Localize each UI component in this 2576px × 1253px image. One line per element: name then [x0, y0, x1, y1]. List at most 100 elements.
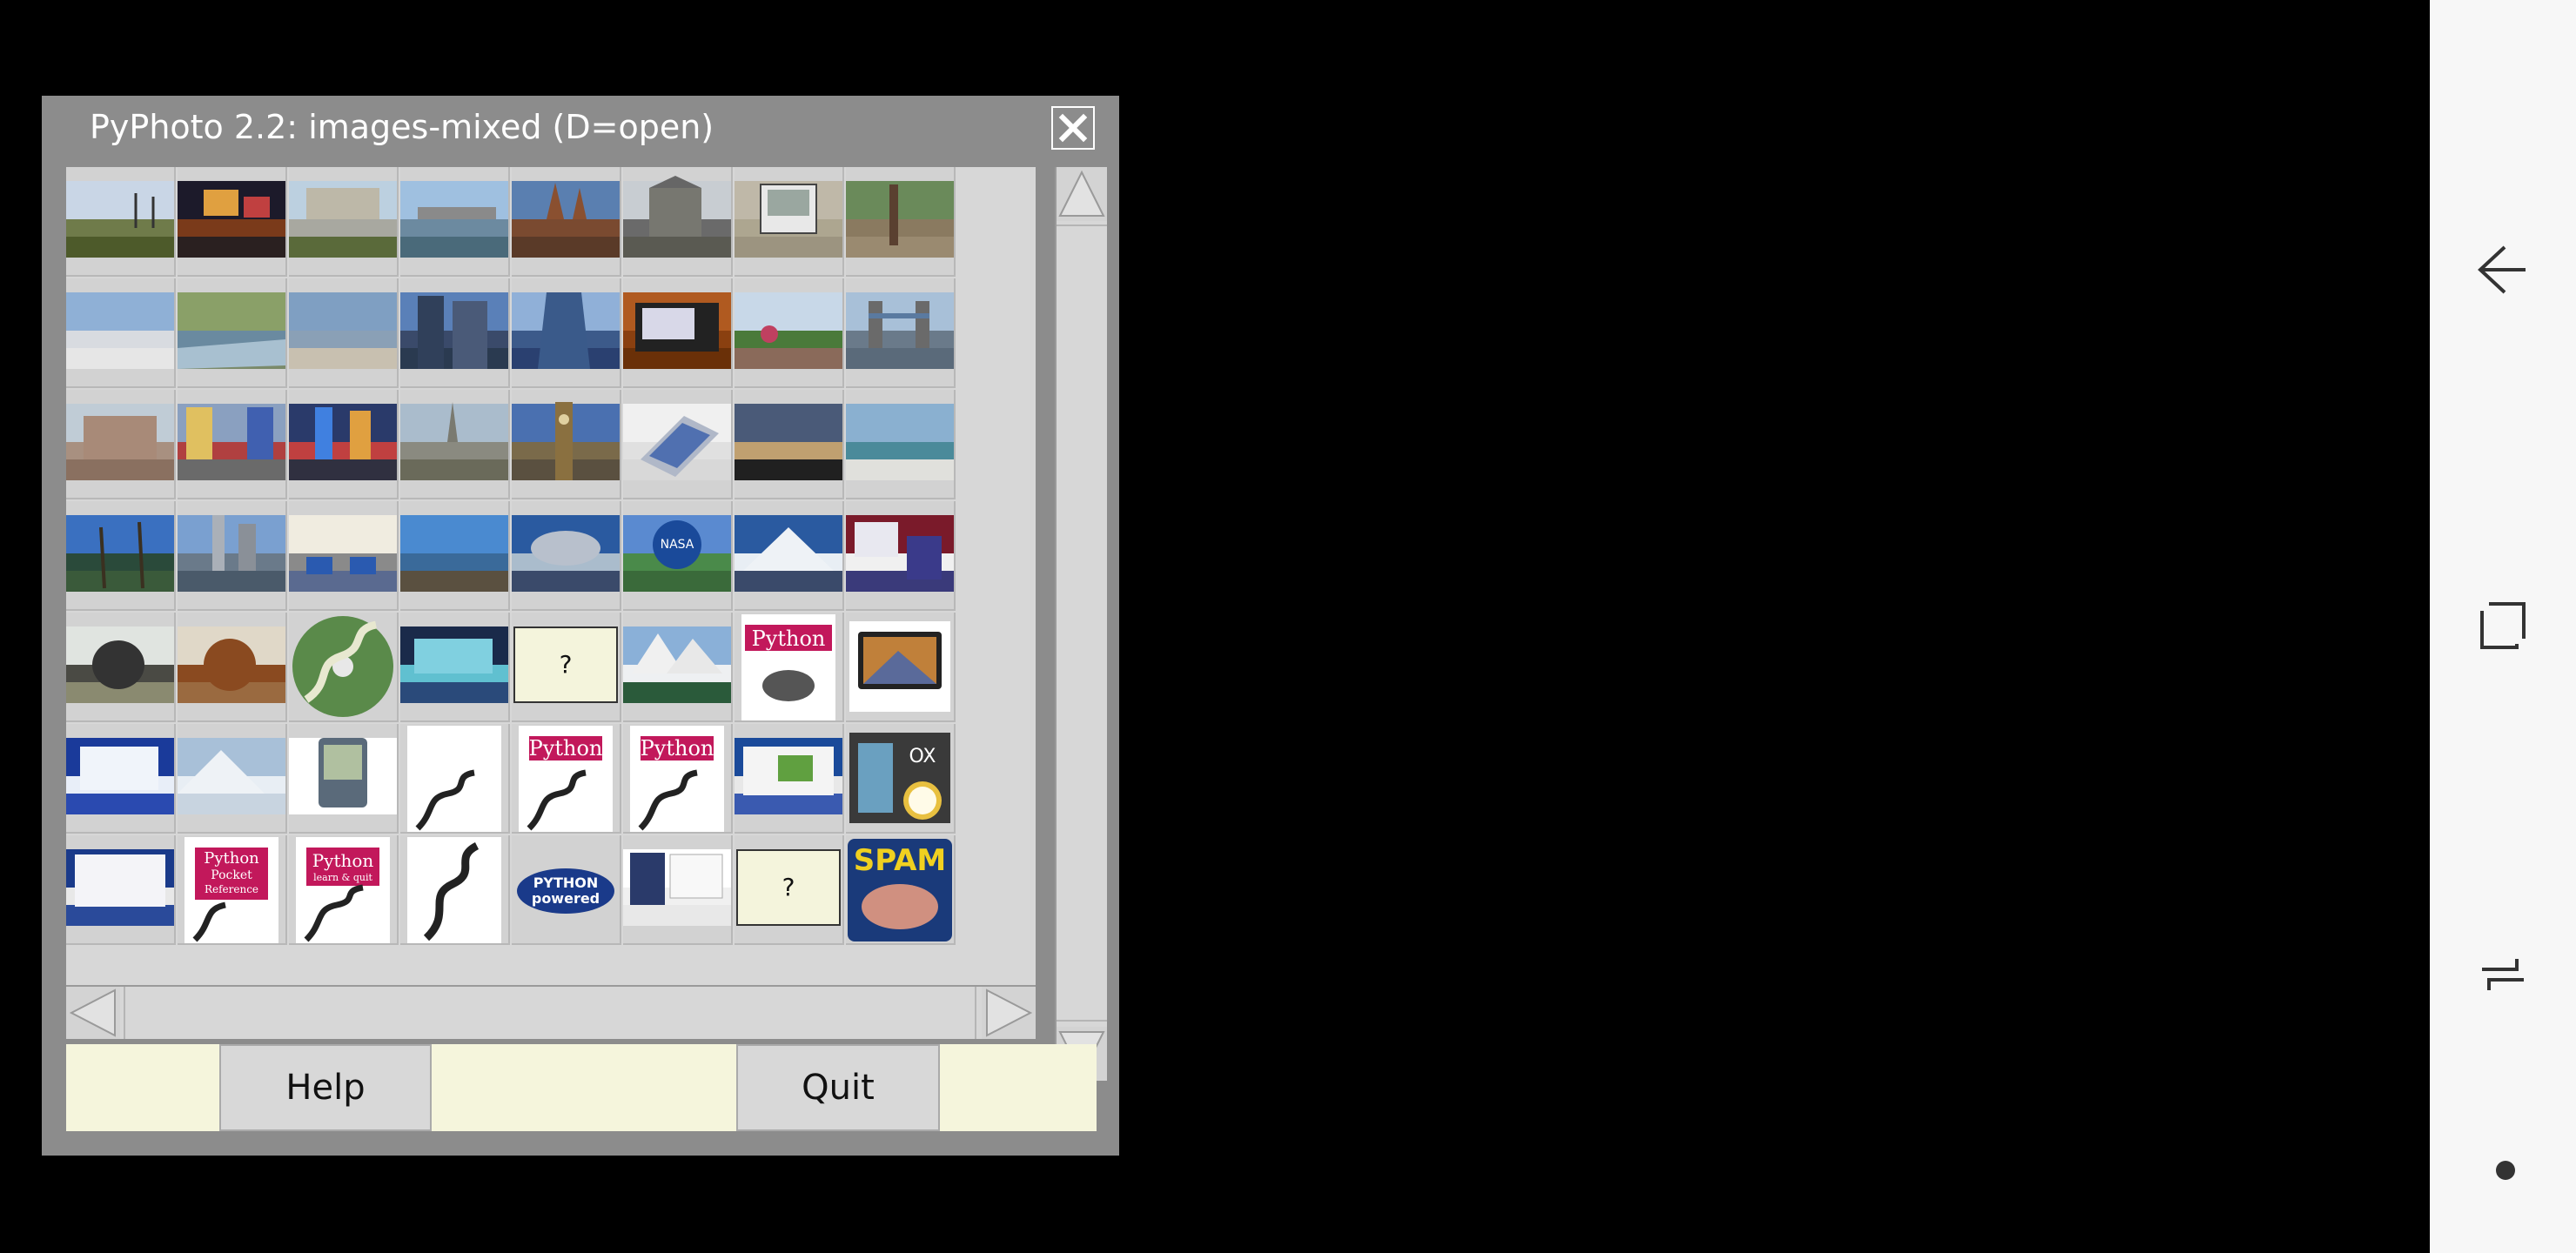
thumbnail-image: [623, 613, 731, 720]
thumbnail-image: [289, 501, 397, 609]
thumbnail-park-trees[interactable]: [66, 167, 176, 277]
svg-text:Python: Python: [752, 626, 826, 651]
thumbnail-macbook[interactable]: [846, 613, 956, 722]
thumbnail-image: Python: [512, 724, 620, 832]
thumbnail-web-page-tower[interactable]: [623, 835, 733, 945]
thumbnail-gorilla[interactable]: [66, 613, 176, 722]
svg-text:Python: Python: [204, 849, 259, 868]
svg-text:Python: Python: [312, 850, 374, 871]
thumbnail-image: [66, 390, 174, 498]
quit-button[interactable]: Quit: [736, 1044, 940, 1131]
thumbnail-image: [66, 724, 174, 832]
thumbnail-spam-can[interactable]: SPAM: [846, 835, 956, 945]
thumbnail-tower-bridge[interactable]: [846, 278, 956, 388]
scroll-up-button[interactable]: [1057, 167, 1107, 221]
thumbnail-ocean-beach[interactable]: [289, 278, 399, 388]
thumbnail-image: [289, 390, 397, 498]
thumbnail-python-pocket-ref[interactable]: Python Pocket Reference: [178, 835, 287, 945]
thumbnail-python-snake-cd[interactable]: [289, 613, 399, 722]
thumbnail-city-waterfront[interactable]: [178, 501, 287, 611]
thumbnail-glass-tower[interactable]: [512, 278, 621, 388]
thumbnail-snowy-mountains[interactable]: [178, 724, 287, 834]
thumbnail-image: [289, 278, 397, 386]
thumbnail-python-book-snake[interactable]: Python: [400, 724, 510, 834]
thumbnail-calculator-clock[interactable]: OX: [846, 724, 956, 834]
thumbnail-classroom[interactable]: [289, 501, 399, 611]
thumbnail-python-powered-logo[interactable]: PYTHON powered: [512, 835, 621, 945]
thumbnail-dome-building[interactable]: [512, 501, 621, 611]
back-arrow-icon[interactable]: [2468, 235, 2538, 305]
thumbnail-image: [400, 278, 508, 386]
thumbnail-desktop-screen[interactable]: [400, 613, 510, 722]
thumbnail-atrium-garden[interactable]: [735, 278, 844, 388]
title-bar[interactable]: PyPhoto 2.2: images-mixed (D=open): [42, 96, 1119, 164]
thumbnail-skyscrapers[interactable]: [400, 278, 510, 388]
thumbnail-times-square[interactable]: [178, 390, 287, 499]
home-icon[interactable]: [2468, 940, 2538, 1009]
thumbnail-image: [846, 390, 954, 498]
thumbnail-wood-device[interactable]: [623, 278, 733, 388]
thumbnail-image: [846, 501, 954, 609]
thumbnail-python-book-magenta-2[interactable]: Python: [623, 724, 733, 834]
thumbnail-laptop-small[interactable]: [623, 390, 733, 499]
thumbnail-big-ben[interactable]: [512, 390, 621, 499]
thumbnail-stone-church[interactable]: [400, 390, 510, 499]
thumbnail-sea-waves[interactable]: [846, 390, 956, 499]
help-button[interactable]: Help: [219, 1044, 432, 1131]
horizontal-scroll-thumb[interactable]: [124, 987, 976, 1039]
thumbnail-placeholder[interactable]: ?: [735, 835, 844, 945]
vertical-scrollbar[interactable]: [1055, 167, 1107, 1081]
thumbnail-windows-desktop[interactable]: [66, 724, 176, 834]
thumbnail-image: Python: [400, 724, 508, 832]
thumbnail-old-building[interactable]: [289, 167, 399, 277]
scroll-right-button[interactable]: [982, 987, 1036, 1039]
thumbnail-harbor-city[interactable]: [400, 167, 510, 277]
thumbnail-night-street[interactable]: [178, 167, 287, 277]
thumbnail-snow-mountain[interactable]: [735, 501, 844, 611]
thumbnail-snow-beach[interactable]: [66, 278, 176, 388]
window-title: PyPhoto 2.2: images-mixed (D=open): [90, 108, 714, 146]
dot-icon[interactable]: [2496, 1161, 2515, 1180]
thumbnail-forest-rocks[interactable]: [846, 167, 956, 277]
horizontal-scrollbar[interactable]: [66, 985, 1036, 1039]
thumbnail-image: [846, 278, 954, 386]
thumbnail-river-woods[interactable]: [178, 278, 287, 388]
recent-apps-icon[interactable]: [2468, 592, 2538, 661]
thumbnail-image: [400, 167, 508, 275]
thumbnail-image: Python: [735, 613, 842, 720]
thumbnail-image: OX: [846, 724, 954, 832]
thumbnail-image: [735, 724, 842, 832]
thumbnail-palm-trees[interactable]: [66, 501, 176, 611]
thumbnail-snake-drawing[interactable]: [400, 835, 510, 945]
thumbnail-image: [735, 501, 842, 609]
thumbnail-sunset-sky[interactable]: [735, 390, 844, 499]
thumbnail-python-book-magenta[interactable]: Python: [512, 724, 621, 834]
thumbnail-handheld-device[interactable]: [735, 167, 844, 277]
thumbnail-image: [66, 501, 174, 609]
thumbnail-image: [512, 278, 620, 386]
thumbnail-image: [66, 167, 174, 275]
thumbnail-placeholder[interactable]: ?: [512, 613, 621, 722]
triangle-up-icon: [1058, 170, 1105, 217]
close-button[interactable]: [1051, 106, 1095, 150]
vertical-scroll-thumb[interactable]: [1057, 224, 1107, 1022]
thumbnail-palm-pda[interactable]: [289, 724, 399, 834]
thumbnail-orangutan[interactable]: [178, 613, 287, 722]
thumbnail-web-pages[interactable]: [846, 501, 956, 611]
thumbnail-mountain-lake[interactable]: [623, 613, 733, 722]
thumbnail-city-night-lights[interactable]: [289, 390, 399, 499]
thumbnail-image: [289, 167, 397, 275]
thumbnail-python-learn-quick[interactable]: Python learn & quit: [289, 835, 399, 945]
thumbnail-image: [512, 390, 620, 498]
thumbnail-python-book-rat[interactable]: Python: [735, 613, 844, 722]
thumbnail-rocky-coast[interactable]: [400, 501, 510, 611]
scroll-left-button[interactable]: [66, 987, 120, 1039]
thumbnail-castle-palace[interactable]: [66, 390, 176, 499]
thumbnail-nasa-globe[interactable]: NASA: [623, 501, 733, 611]
thumbnail-browser-screenshot[interactable]: [735, 724, 844, 834]
thumbnail-cathedral-spires[interactable]: [512, 167, 621, 277]
thumbnail-church-stone[interactable]: [623, 167, 733, 277]
thumbnail-spreadsheet-screen[interactable]: [66, 835, 176, 945]
